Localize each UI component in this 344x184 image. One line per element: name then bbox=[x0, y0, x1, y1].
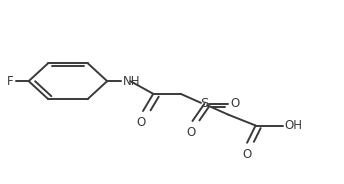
Text: OH: OH bbox=[284, 119, 303, 132]
Text: NH: NH bbox=[122, 75, 140, 88]
Text: O: O bbox=[137, 116, 146, 130]
Text: O: O bbox=[186, 126, 195, 139]
Text: O: O bbox=[243, 148, 252, 161]
Text: S: S bbox=[200, 97, 208, 110]
Text: O: O bbox=[230, 97, 239, 110]
Text: F: F bbox=[7, 75, 13, 88]
